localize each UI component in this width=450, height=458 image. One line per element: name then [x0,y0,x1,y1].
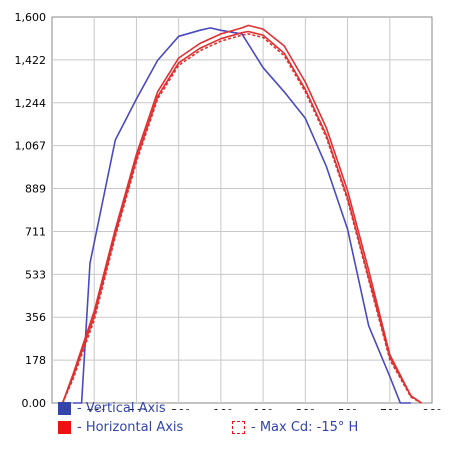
y-tick-label: 0.00 [22,397,47,410]
series-line-0 [73,27,411,404]
x-tick-label: 70° [380,407,400,410]
legend-item-maxcd: - Max Cd: -15° H [232,420,358,435]
y-tick-label: 1,422 [15,54,47,67]
x-tick-label: 90° [422,407,442,410]
legend-label-maxcd: - Max Cd: -15° H [251,420,359,435]
legend-label-vertical: - Vertical Axis [77,401,166,416]
x-axis-ticks: -70° -50° -30° -10° 10° 30° 50° 70° 90° [82,407,441,410]
x-tick-label: -30° [167,407,190,410]
series-line-1 [61,24,422,404]
y-axis-ticks: 0.00 178 356 533 711 889 1,067 1,244 1,422 1,600 [15,11,47,410]
legend-item-vertical: - Vertical Axis [58,401,166,416]
legend-swatch-maxcd [232,421,245,434]
x-tick-label: -10° [209,407,232,410]
y-tick-label: 889 [25,183,46,196]
legend-swatch-vertical [58,402,71,415]
x-tick-label: 30° [296,407,316,410]
y-tick-label: 1,600 [15,11,47,24]
legend-swatch-horizontal [58,421,71,434]
y-tick-label: 356 [25,311,46,324]
series-line-3 [61,33,422,404]
legend-label-horizontal: - Horizontal Axis [77,420,184,435]
y-tick-label: 533 [25,268,46,281]
y-tick-label: 711 [25,225,46,238]
x-tick-label: 10° [253,407,273,410]
y-tick-label: 1,244 [15,97,47,110]
legend-item-horizontal: - Horizontal Axis [58,420,183,435]
y-tick-label: 1,067 [15,140,47,153]
series-lines [61,24,422,404]
y-tick-label: 178 [25,354,46,367]
plot-background [51,16,433,404]
grid [52,17,432,403]
x-tick-label: -50° [125,407,148,410]
candela-chart: 0.001783565337118891,0671,2441,4221,600 … [15,11,442,410]
x-tick-label: 50° [338,407,358,410]
x-tick-label: -70° [82,407,105,410]
